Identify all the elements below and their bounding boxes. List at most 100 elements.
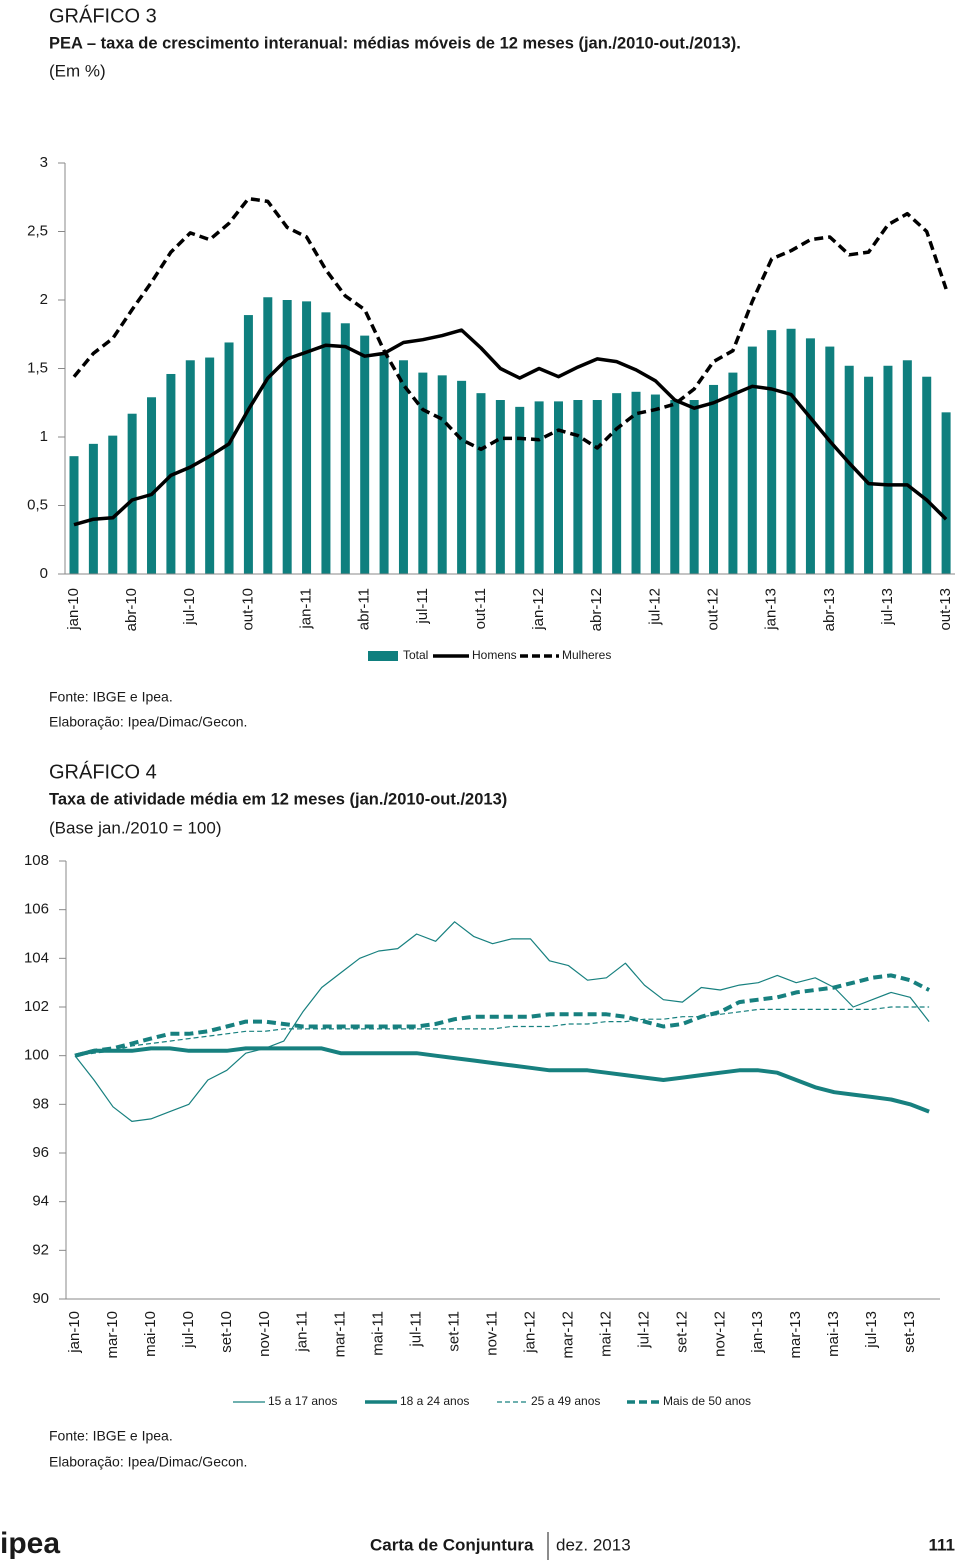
x-tick-label: mai-12	[597, 1311, 614, 1357]
x-tick-label: mai-11	[370, 1311, 387, 1356]
x-tick-label: set-12	[673, 1311, 690, 1353]
x-tick-label: out-12	[705, 588, 722, 631]
bar	[883, 365, 893, 574]
bar	[941, 412, 951, 574]
x-tick-label: abr-10	[123, 588, 140, 631]
source-note: Fonte: IBGE e Ipea.	[49, 1428, 173, 1444]
x-tick-label: jul-13	[863, 1311, 880, 1349]
bar	[108, 435, 118, 574]
chart-title: Taxa de atividade média em 12 meses (jan…	[49, 790, 507, 808]
y-tick-label: 1	[40, 428, 48, 445]
chart-subtitle: (Em %)	[49, 61, 106, 80]
legend-label: Mulheres	[562, 648, 611, 662]
series-line	[74, 1046, 930, 1114]
credit-note: Elaboração: Ipea/Dimac/Gecon.	[49, 1454, 247, 1470]
x-tick-label: nov-12	[711, 1311, 728, 1357]
x-tick-label: jan-12	[530, 588, 547, 631]
x-tick-label: jul-10	[181, 588, 198, 626]
y-tick-label: 2	[40, 291, 48, 308]
x-tick-label: nov-10	[256, 1311, 273, 1357]
y-tick-label: 98	[32, 1095, 49, 1112]
bar	[767, 330, 777, 574]
legend-label: 18 a 24 anos	[400, 1394, 469, 1408]
x-tick-label: jul-11	[414, 588, 431, 625]
bar	[864, 376, 874, 574]
x-tick-label: jan-10	[66, 1311, 83, 1354]
date: dez. 2013	[556, 1535, 631, 1554]
bar	[689, 400, 699, 574]
legend-label: 15 a 17 anos	[268, 1394, 337, 1408]
y-tick-label: 104	[24, 949, 49, 966]
legend-label: 25 a 49 anos	[531, 1394, 600, 1408]
x-tick-label: mai-13	[825, 1311, 842, 1357]
bar	[825, 346, 835, 574]
bar	[650, 394, 660, 574]
series-line	[74, 921, 930, 1122]
bar	[437, 375, 447, 574]
bar	[728, 372, 738, 574]
x-tick-label: set-10	[218, 1311, 235, 1353]
bar	[902, 360, 912, 574]
bar	[398, 360, 408, 574]
source-note: Fonte: IBGE e Ipea.	[49, 689, 173, 705]
x-tick-label: jan-11	[298, 588, 315, 630]
x-tick-label: mar-11	[332, 1311, 349, 1357]
x-tick-label: jul-12	[635, 1311, 652, 1349]
bar	[457, 380, 467, 574]
chart-subtitle: (Base jan./2010 = 100)	[49, 818, 221, 837]
x-tick-label: jan-12	[521, 1311, 538, 1354]
legend-label: Total	[403, 648, 428, 662]
bar	[282, 300, 292, 574]
y-tick-label: 92	[32, 1241, 49, 1258]
y-tick-label: 0,5	[27, 496, 48, 513]
bar	[69, 456, 79, 574]
x-tick-label: jan-13	[763, 588, 780, 631]
x-tick-label: mai-10	[142, 1311, 159, 1357]
bar	[321, 312, 331, 574]
x-tick-label: jul-13	[879, 588, 896, 626]
bar	[340, 323, 350, 574]
bar	[302, 301, 312, 574]
x-tick-label: mar-10	[104, 1311, 121, 1359]
x-tick-label: set-13	[901, 1311, 918, 1353]
series-line	[73, 328, 948, 527]
x-tick-label: abr-13	[821, 588, 838, 631]
bar	[88, 443, 98, 574]
bar	[844, 365, 854, 574]
legend-label: Mais de 50 anos	[663, 1394, 751, 1408]
bar	[709, 384, 719, 574]
x-tick-label: jul-11	[408, 1311, 425, 1348]
series-line	[74, 1006, 930, 1057]
credit-note: Elaboração: Ipea/Dimac/Gecon.	[49, 714, 247, 730]
x-tick-label: abr-11	[356, 588, 373, 630]
figure-label: GRÁFICO 4	[49, 760, 157, 783]
bar	[205, 357, 215, 574]
bar	[670, 400, 680, 574]
bar	[476, 393, 486, 574]
x-tick-label: out-13	[937, 588, 954, 631]
y-tick-label: 2,5	[27, 222, 48, 239]
series-line	[72, 196, 948, 452]
bar	[379, 353, 389, 574]
bar	[631, 391, 641, 574]
series-line	[74, 973, 931, 1058]
bar	[147, 397, 157, 574]
legend-label: Homens	[472, 648, 517, 662]
bar	[786, 328, 796, 574]
bar	[747, 346, 757, 574]
x-tick-label: jul-12	[646, 588, 663, 626]
bar	[360, 335, 370, 574]
x-tick-label: jul-10	[180, 1311, 197, 1349]
bar	[922, 376, 932, 574]
legend-swatch	[368, 651, 398, 661]
figure-label: GRÁFICO 3	[49, 4, 157, 27]
x-tick-label: mar-13	[787, 1311, 804, 1359]
x-tick-label: jan-11	[294, 1311, 311, 1353]
bar	[515, 406, 525, 574]
y-tick-label: 0	[40, 565, 48, 582]
y-tick-label: 108	[24, 852, 49, 869]
bar	[243, 315, 253, 574]
bar	[127, 413, 137, 574]
y-tick-label: 100	[24, 1047, 49, 1064]
